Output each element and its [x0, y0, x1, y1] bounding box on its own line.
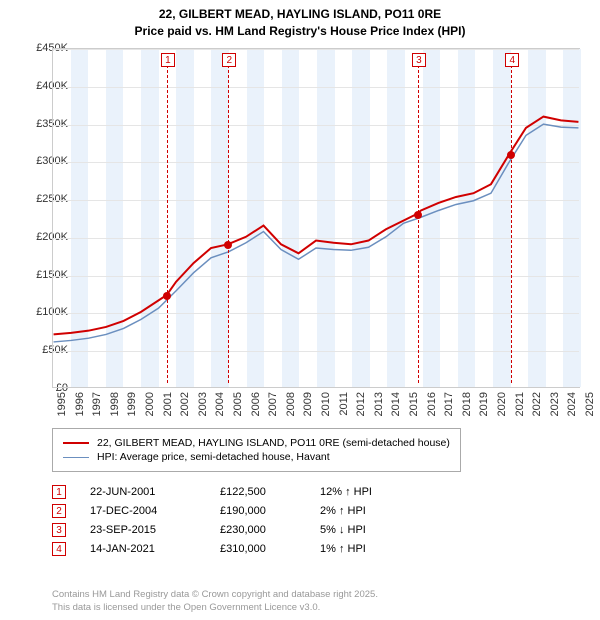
- x-tick-label: 1997: [91, 392, 103, 416]
- sales-hpi: 1% ↑ HPI: [320, 543, 420, 555]
- legend-label: 22, GILBERT MEAD, HAYLING ISLAND, PO11 0…: [97, 437, 450, 449]
- legend-item: HPI: Average price, semi-detached house,…: [63, 451, 450, 463]
- sale-marker-box: 1: [161, 53, 175, 67]
- x-tick-label: 2000: [144, 392, 156, 416]
- x-tick-label: 2022: [531, 392, 543, 416]
- sales-hpi: 2% ↑ HPI: [320, 505, 420, 517]
- x-tick-label: 2025: [584, 392, 596, 416]
- x-tick-label: 2010: [320, 392, 332, 416]
- legend-swatch: [63, 442, 89, 444]
- x-tick-label: 2011: [338, 392, 350, 416]
- attribution-line1: Contains HM Land Registry data © Crown c…: [52, 589, 378, 601]
- sale-dot: [224, 241, 232, 249]
- x-tick-label: 2002: [179, 392, 191, 416]
- x-tick-label: 1998: [109, 392, 121, 416]
- x-tick-label: 2016: [426, 392, 438, 416]
- x-tick-label: 1995: [56, 392, 68, 416]
- chart-plot-area: 1234: [52, 48, 580, 388]
- sales-n-box: 1: [52, 485, 66, 499]
- x-tick-label: 1996: [74, 392, 86, 416]
- sales-row: 2 17-DEC-2004£190,0002% ↑ HPI: [52, 504, 420, 518]
- sale-marker-line: 2: [228, 55, 229, 383]
- chart-lines: [53, 49, 579, 387]
- sale-marker-box: 2: [222, 53, 236, 67]
- sales-hpi: 5% ↓ HPI: [320, 524, 420, 536]
- x-tick-label: 2008: [285, 392, 297, 416]
- sales-price: £122,500: [220, 486, 320, 498]
- sale-dot: [507, 151, 515, 159]
- legend: 22, GILBERT MEAD, HAYLING ISLAND, PO11 0…: [52, 428, 461, 472]
- legend-swatch: [63, 457, 89, 458]
- x-tick-label: 2013: [373, 392, 385, 416]
- sale-dot: [163, 292, 171, 300]
- x-tick-label: 2003: [197, 392, 209, 416]
- legend-item: 22, GILBERT MEAD, HAYLING ISLAND, PO11 0…: [63, 437, 450, 449]
- series-price-paid: [54, 117, 579, 335]
- sale-marker-line: 4: [511, 55, 512, 383]
- x-tick-label: 2006: [250, 392, 262, 416]
- title-line1: 22, GILBERT MEAD, HAYLING ISLAND, PO11 0…: [0, 6, 600, 23]
- sales-row: 1 22-JUN-2001£122,50012% ↑ HPI: [52, 485, 420, 499]
- sales-date: 23-SEP-2015: [90, 524, 220, 536]
- x-tick-label: 2015: [408, 392, 420, 416]
- attribution: Contains HM Land Registry data © Crown c…: [52, 589, 378, 614]
- sales-n-box: 4: [52, 542, 66, 556]
- x-tick-label: 2012: [355, 392, 367, 416]
- sale-marker-box: 3: [412, 53, 426, 67]
- series-hpi: [54, 124, 579, 342]
- legend-label: HPI: Average price, semi-detached house,…: [97, 451, 330, 463]
- sales-n-box: 2: [52, 504, 66, 518]
- x-tick-label: 2021: [514, 392, 526, 416]
- x-tick-label: 2023: [549, 392, 561, 416]
- x-tick-label: 2019: [478, 392, 490, 416]
- x-tick-label: 2005: [232, 392, 244, 416]
- sales-row: 3 23-SEP-2015£230,0005% ↓ HPI: [52, 523, 420, 537]
- page: 22, GILBERT MEAD, HAYLING ISLAND, PO11 0…: [0, 0, 600, 620]
- sale-marker-line: 1: [167, 55, 168, 383]
- attribution-line2: This data is licensed under the Open Gov…: [52, 602, 378, 614]
- sales-hpi: 12% ↑ HPI: [320, 486, 420, 498]
- sales-table: 1 22-JUN-2001£122,50012% ↑ HPI 2 17-DEC-200…: [52, 480, 420, 561]
- sales-row: 4 14-JAN-2021£310,0001% ↑ HPI: [52, 542, 420, 556]
- sales-price: £190,000: [220, 505, 320, 517]
- sales-n-box: 3: [52, 523, 66, 537]
- sale-marker-box: 4: [505, 53, 519, 67]
- chart-title: 22, GILBERT MEAD, HAYLING ISLAND, PO11 0…: [0, 0, 600, 40]
- sales-date: 17-DEC-2004: [90, 505, 220, 517]
- sales-price: £230,000: [220, 524, 320, 536]
- x-tick-label: 2001: [162, 392, 174, 416]
- sales-date: 22-JUN-2001: [90, 486, 220, 498]
- x-tick-label: 2018: [461, 392, 473, 416]
- x-tick-label: 2004: [214, 392, 226, 416]
- sales-price: £310,000: [220, 543, 320, 555]
- sale-dot: [414, 211, 422, 219]
- sales-date: 14-JAN-2021: [90, 543, 220, 555]
- x-tick-label: 2014: [390, 392, 402, 416]
- x-tick-label: 2017: [443, 392, 455, 416]
- x-tick-label: 2009: [302, 392, 314, 416]
- title-line2: Price paid vs. HM Land Registry's House …: [0, 23, 600, 40]
- x-tick-label: 1999: [126, 392, 138, 416]
- x-tick-label: 2020: [496, 392, 508, 416]
- x-tick-label: 2024: [566, 392, 578, 416]
- x-tick-label: 2007: [267, 392, 279, 416]
